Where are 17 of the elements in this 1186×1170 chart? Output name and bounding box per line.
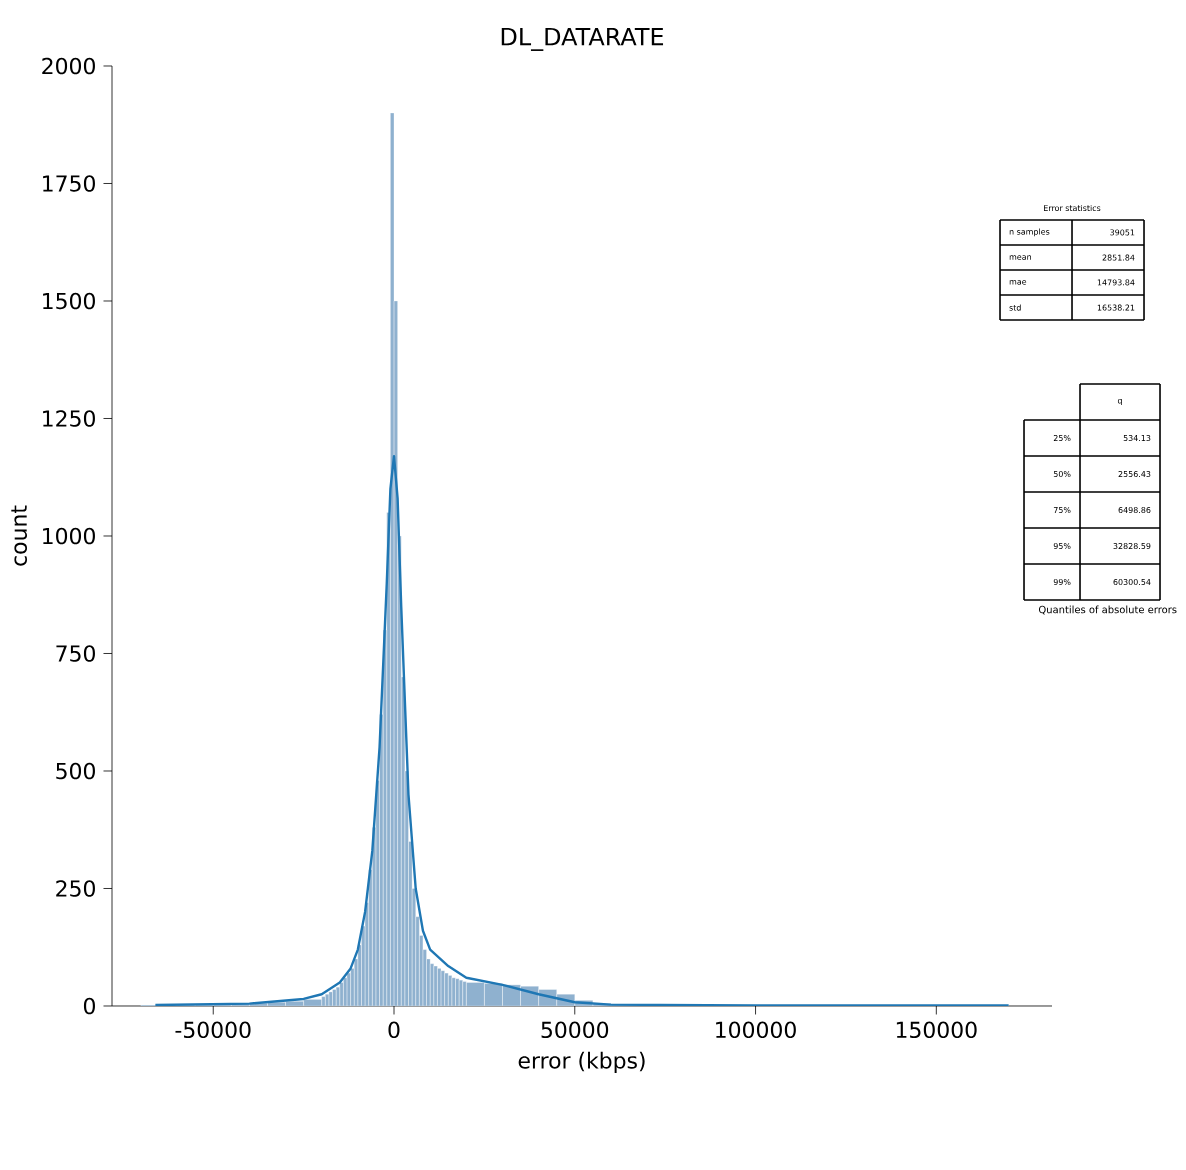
y-tick-label: 500 [56,762,95,780]
y-tick-label: 1750 [43,175,95,192]
y-tick-label: 1000 [43,527,95,545]
x-tick-label: 0 [388,1021,400,1039]
x-tick-label: -50000 [175,1021,251,1039]
x-tick-label: 100000 [716,1021,796,1039]
chart-title: DL_DATARATE [501,27,664,51]
x-axis-title: error (kbps) [518,1051,645,1074]
y-tick-label: 750 [56,645,95,662]
y-tick-label: 250 [56,880,95,897]
y-tick-label: 1250 [43,410,95,427]
y-tick-label: 1500 [43,292,95,310]
x-tick-label: 50000 [541,1021,609,1039]
x-tick-label: 150000 [896,1021,977,1039]
y-axis-title: count [11,505,27,566]
y-tick-label: 2000 [42,57,95,75]
y-tick-label: 0 [83,997,95,1015]
